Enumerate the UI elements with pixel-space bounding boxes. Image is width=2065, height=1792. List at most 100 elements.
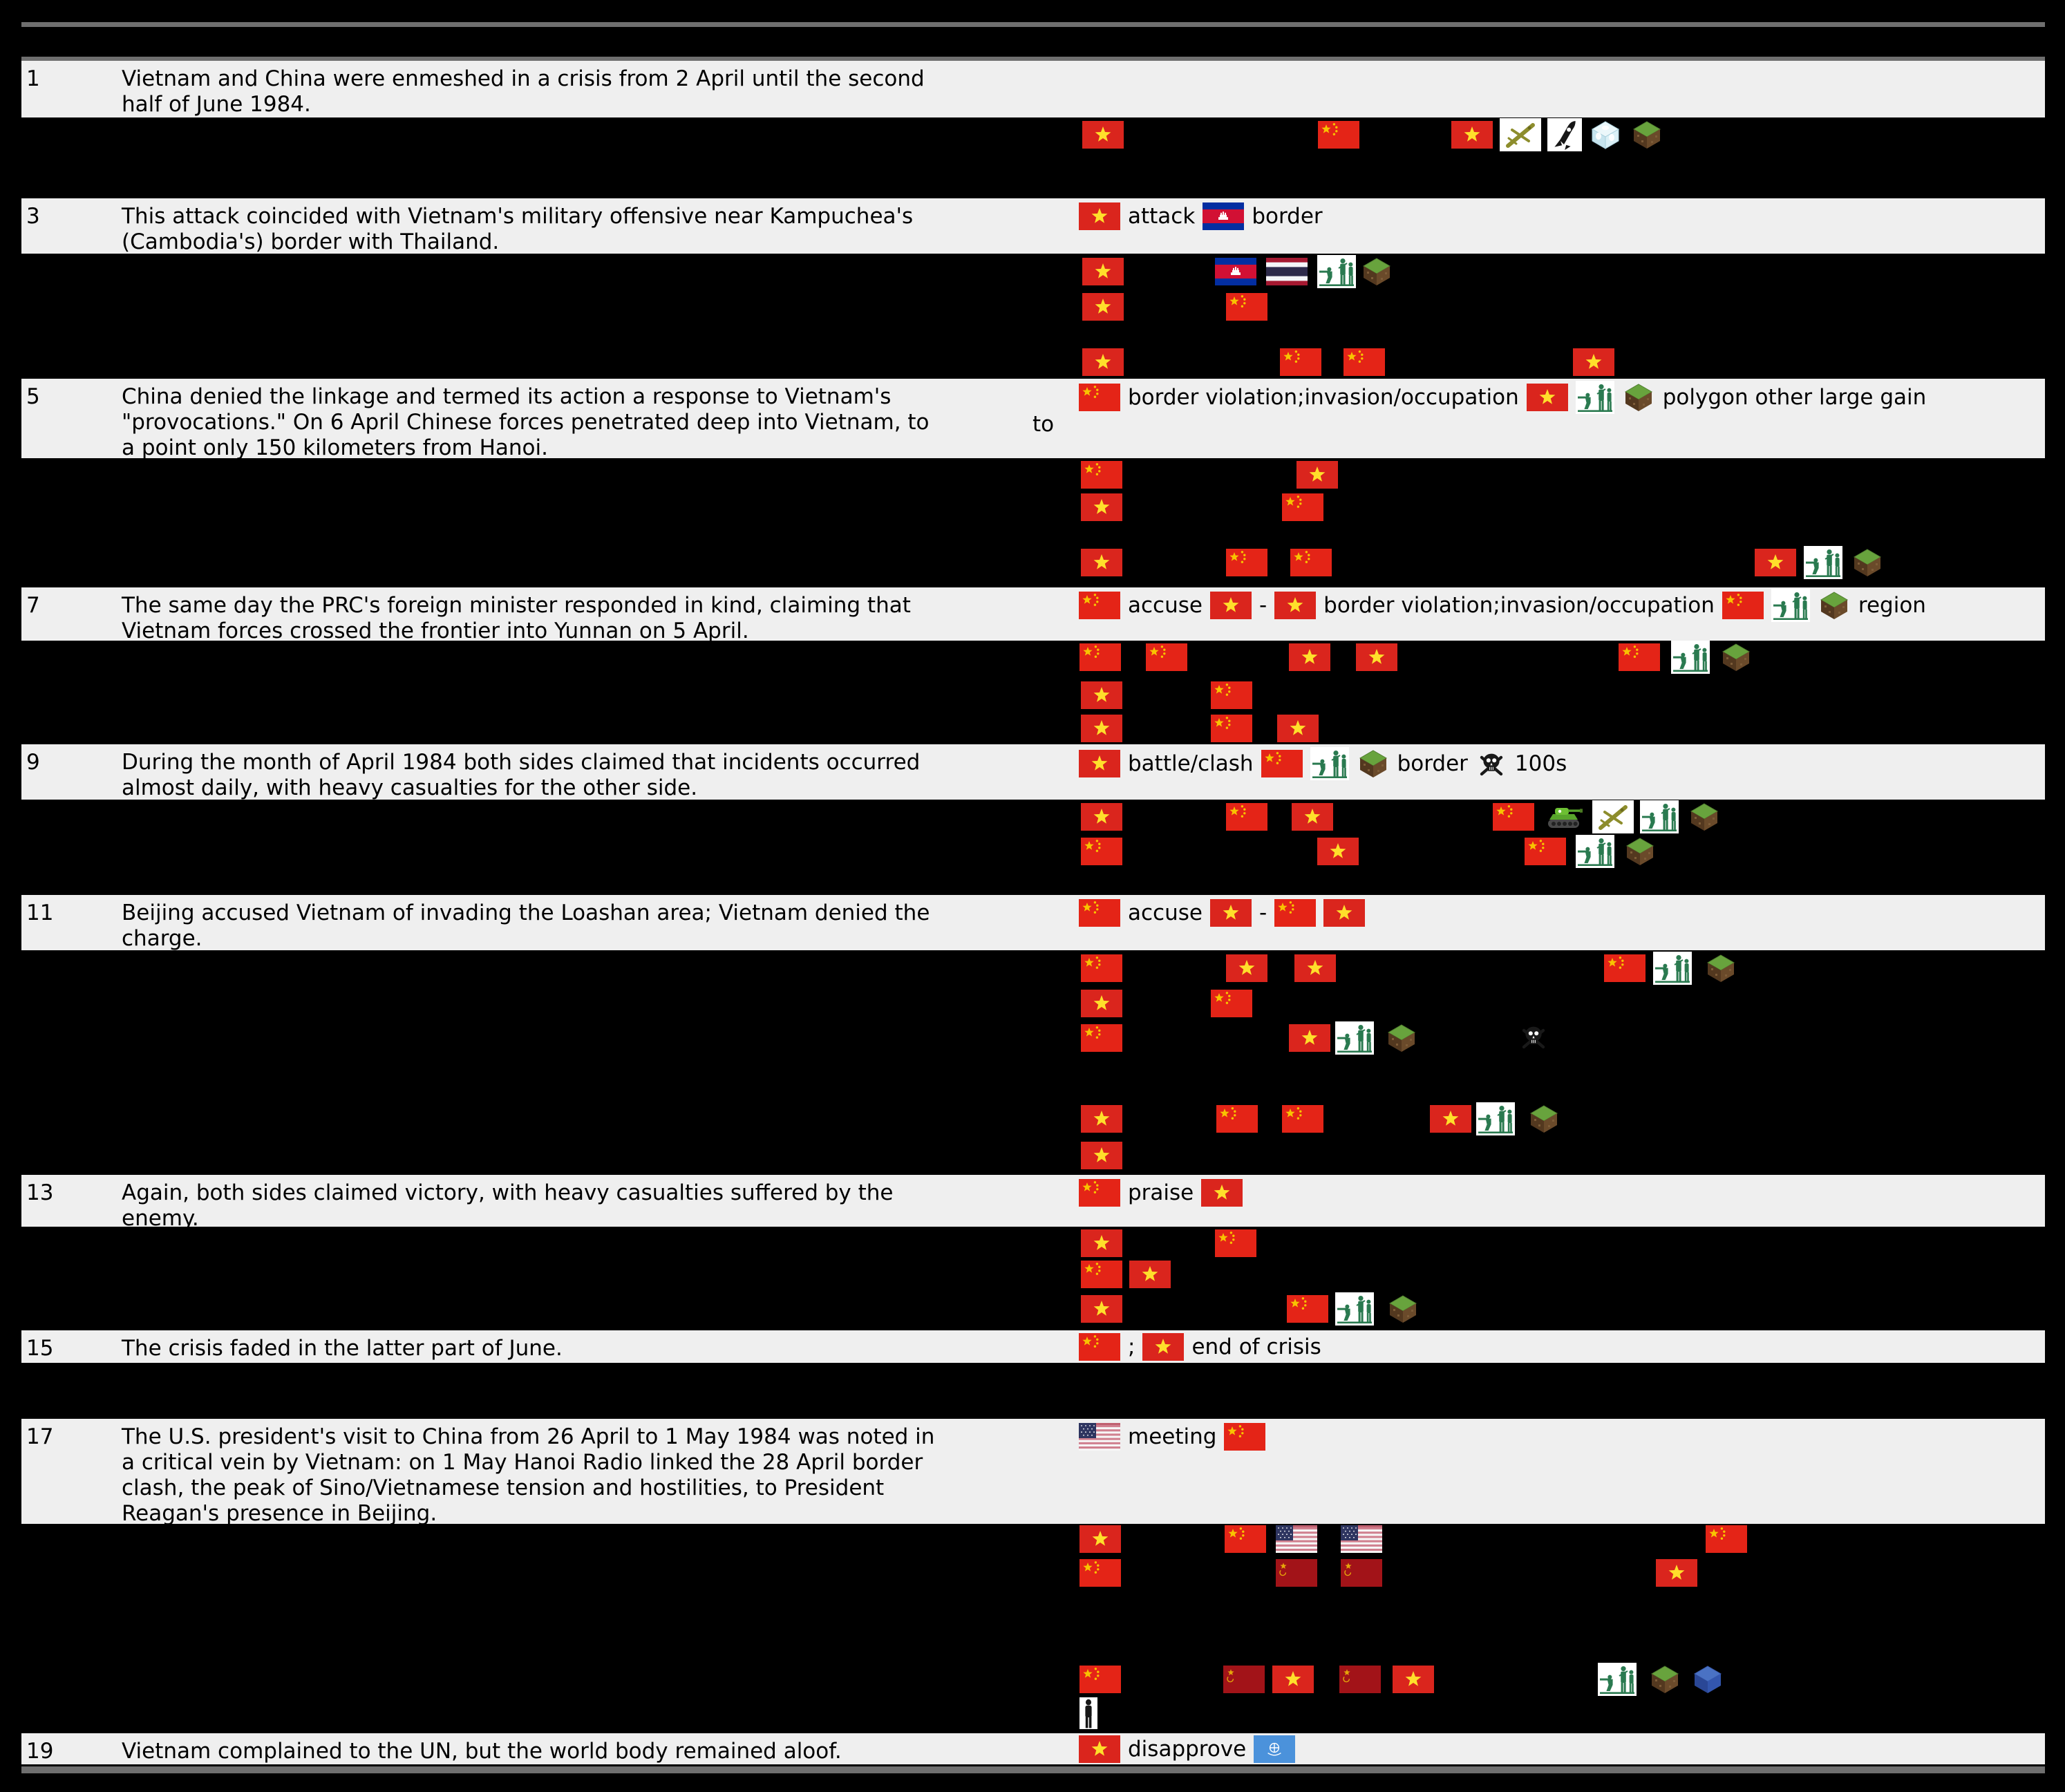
annotation-text: meeting <box>1128 1424 1217 1449</box>
usa-flag-icon <box>1079 1423 1120 1451</box>
soviet-flag-icon <box>1339 1666 1381 1693</box>
vietnam-flag-icon <box>1656 1559 1697 1587</box>
annotation-text: - <box>1258 593 1267 618</box>
icon-row-item <box>1079 1666 1121 1696</box>
vietnam-flag-icon <box>1079 1735 1120 1763</box>
row-number: 19 <box>26 1739 54 1764</box>
grass-block-icon <box>1630 118 1663 151</box>
icon-row-item <box>1289 1024 1330 1055</box>
sentence-line: Vietnam and China were enmeshed in a cri… <box>122 66 925 91</box>
sentence-text: The crisis faded in the latter part of J… <box>122 1336 563 1361</box>
sentence-text: Vietnam complained to the UN, but the wo… <box>122 1739 842 1764</box>
icon-row-item <box>1318 121 1359 151</box>
china-flag-icon <box>1079 592 1120 619</box>
sentence-text: Again, both sides claimed victory, with … <box>122 1180 893 1232</box>
icon-row-item <box>1623 835 1657 871</box>
sentence-line: This attack coincided with Vietnam's mil… <box>122 204 914 229</box>
china-flag-icon <box>1079 643 1121 671</box>
china-flag-icon <box>1079 1559 1121 1587</box>
grass-block-icon <box>1623 835 1657 868</box>
icon-row-item <box>1500 118 1541 154</box>
icon-row-item <box>1451 121 1493 151</box>
vietnam-flag-icon <box>1081 681 1122 709</box>
icon-row-item <box>1223 1666 1265 1696</box>
annotation-text: battle/clash <box>1128 751 1254 776</box>
icon-row-item <box>1755 549 1796 579</box>
vietnam-flag-icon <box>1526 384 1568 411</box>
icon-row-item <box>1282 1105 1323 1135</box>
icon-row-item <box>1079 1559 1121 1590</box>
sentence-text: Beijing accused Vietnam of invading the … <box>122 900 930 952</box>
vietnam-flag-icon <box>1082 293 1124 321</box>
icon-row-item <box>1129 1261 1171 1291</box>
sentence-line: almost daily, with heavy casualties for … <box>122 775 698 800</box>
grass-block-icon <box>1851 546 1884 579</box>
row-number: 11 <box>26 900 54 925</box>
icon-row-item <box>1282 493 1323 524</box>
sentence-line: enemy. <box>122 1206 199 1231</box>
icon-row-item <box>1640 800 1679 836</box>
sentence-line: Beijing accused Vietnam of invading the … <box>122 900 930 925</box>
thailand-flag-icon <box>1266 258 1308 285</box>
icon-row-item <box>1081 493 1122 524</box>
icon-row-item <box>1276 1559 1317 1590</box>
china-flag-icon <box>1225 1525 1266 1553</box>
sentence-line: half of June 1984. <box>122 92 311 117</box>
annotation-text: polygon other large gain <box>1662 385 1927 410</box>
vietnam-flag-icon <box>1451 121 1493 149</box>
annotation-text: 100s <box>1514 751 1567 776</box>
china-flag-icon <box>1282 493 1323 521</box>
vietnam-flag-icon <box>1081 493 1122 521</box>
china-flag-icon <box>1722 592 1764 619</box>
un-flag-icon <box>1254 1735 1296 1763</box>
sentence-text: The same day the PRC's foreign minister … <box>122 593 911 644</box>
icon-row-item <box>1343 348 1385 379</box>
china-flag-icon <box>1226 803 1267 831</box>
china-flag-icon <box>1211 715 1252 742</box>
sentence-row: 15 The crisis faded in the latter part of… <box>21 1330 2045 1363</box>
tank-icon <box>1544 800 1584 831</box>
icon-row-item <box>1719 641 1753 677</box>
icon-row-item <box>1335 1021 1374 1057</box>
china-flag-icon <box>1706 1525 1747 1553</box>
icon-row-item <box>1081 1142 1122 1172</box>
soldiers-icon <box>1771 589 1810 622</box>
fighter-jet-icon <box>1592 800 1634 833</box>
row-number: 1 <box>26 66 40 91</box>
icon-row-item <box>1653 952 1692 988</box>
annotation-text: border <box>1397 751 1468 776</box>
icon-row-item <box>1146 643 1187 674</box>
soldiers-icon <box>1598 1663 1637 1696</box>
china-flag-icon <box>1081 838 1122 865</box>
annotation-text: border violation;invasion/occupation <box>1128 385 1519 410</box>
vietnam-flag-icon <box>1226 954 1267 982</box>
row-number: 17 <box>26 1424 54 1449</box>
icon-row-item <box>1573 348 1614 379</box>
icon-row-item <box>1619 643 1660 674</box>
icon-row-item <box>1081 954 1122 985</box>
china-flag-icon <box>1274 899 1317 927</box>
china-flag-icon <box>1081 954 1122 982</box>
icon-row-item <box>1216 1105 1258 1135</box>
vietnam-flag-icon <box>1209 899 1252 927</box>
annotation-text-wrap: to <box>1032 412 1055 437</box>
sentence-line: Reagan's presence in Beijing. <box>122 1501 437 1526</box>
icon-row-item <box>1317 838 1359 868</box>
sentence-row: 19 Vietnam complained to the UN, but the … <box>21 1733 2045 1764</box>
divider-bar <box>21 22 2045 27</box>
icon-row-item <box>1277 715 1319 745</box>
icon-row-item <box>1266 258 1308 288</box>
sentence-row: 9 During the month of April 1984 both sid… <box>21 744 2045 800</box>
divider-bar <box>21 1766 2045 1773</box>
icon-row-item <box>1079 1525 1121 1556</box>
icon-row-item <box>1081 715 1122 745</box>
china-flag-icon <box>1226 293 1267 321</box>
china-flag-icon <box>1081 1261 1122 1288</box>
grass-block-icon <box>1688 800 1721 833</box>
sentence-line: charge. <box>122 926 202 951</box>
china-flag-icon <box>1146 643 1187 671</box>
vietnam-flag-icon <box>1129 1261 1171 1288</box>
china-flag-icon <box>1604 954 1646 982</box>
vietnam-flag-icon <box>1079 1525 1121 1553</box>
china-flag-icon <box>1215 1229 1256 1257</box>
